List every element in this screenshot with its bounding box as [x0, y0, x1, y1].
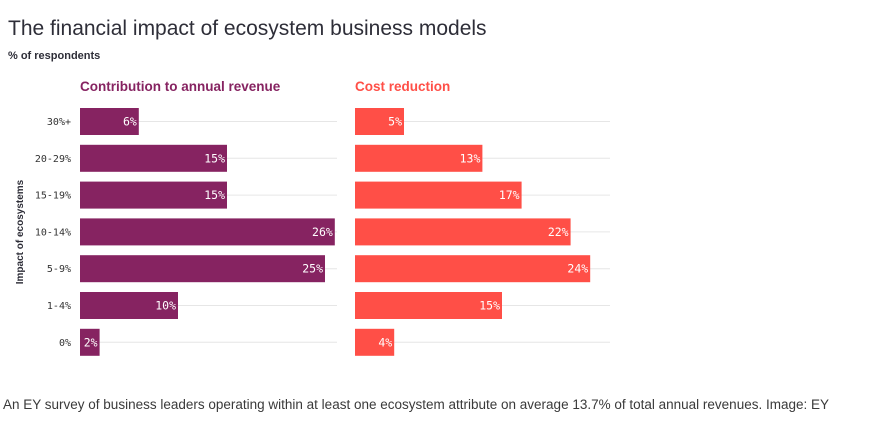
bar-cost-reduction-15-19pct [355, 181, 522, 209]
panel-title-cost-reduction: Cost reduction [355, 79, 450, 94]
y-axis-title: Impact of ecosystems [15, 179, 26, 284]
bar-contribution-to-annual-revenue-5-9pct [80, 255, 325, 283]
data-label-contribution-to-annual-revenue-15-19pct: 15% [204, 188, 225, 202]
bar-contribution-to-annual-revenue-15-19pct [80, 181, 227, 209]
panel-title-contribution-to-annual-revenue: Contribution to annual revenue [80, 79, 281, 94]
data-label-cost-reduction-0pct: 4% [378, 335, 392, 349]
data-label-cost-reduction-1-4pct: 15% [479, 299, 500, 313]
image-caption: An EY survey of business leaders operati… [3, 397, 829, 412]
bar-cost-reduction-20-29pct [355, 144, 483, 172]
bar-contribution-to-annual-revenue-1-4pct [80, 292, 178, 319]
chart-subtitle: % of respondents [8, 50, 101, 62]
category-label-30pctplus: 30%+ [47, 117, 71, 128]
bar-contribution-to-annual-revenue-30pctplus [80, 108, 139, 135]
category-label-10-14pct: 10-14% [35, 227, 71, 238]
bar-contribution-to-annual-revenue-20-29pct [80, 144, 227, 172]
data-label-contribution-to-annual-revenue-30pctplus: 6% [123, 115, 137, 129]
bar-cost-reduction-0pct [355, 328, 395, 356]
bar-chart: 30%+ 20-29% 15-19% 10-14% 5-9% 1-4% 0% Impact … [15, 79, 610, 356]
bar-cost-reduction-30pctplus [355, 108, 404, 135]
category-labels: 30%+ 20-29% 15-19% 10-14% 5-9% 1-4% 0% [35, 117, 71, 349]
data-label-contribution-to-annual-revenue-20-29pct: 15% [204, 151, 225, 165]
category-label-20-29pct: 20-29% [35, 154, 71, 165]
data-label-cost-reduction-10-14pct: 22% [548, 225, 569, 239]
data-label-contribution-to-annual-revenue-5-9pct: 25% [302, 262, 323, 276]
chart-title: The financial impact of ecosystem busine… [8, 17, 487, 40]
bar-cost-reduction-5-9pct [355, 255, 591, 283]
panel-cost-reduction: Cost reduction 5% 13% 17% 22% 24% 15% 4% [355, 79, 591, 356]
category-label-15-19pct: 15-19% [35, 191, 71, 202]
category-label-1-4pct: 1-4% [47, 301, 71, 312]
category-label-0pct: 0% [59, 338, 71, 349]
category-label-5-9pct: 5-9% [47, 264, 71, 275]
data-label-contribution-to-annual-revenue-0pct: 2% [84, 335, 98, 349]
data-label-cost-reduction-30pctplus: 5% [388, 115, 402, 129]
bar-cost-reduction-1-4pct [355, 292, 502, 319]
bar-contribution-to-annual-revenue-0pct [80, 328, 100, 356]
data-label-cost-reduction-5-9pct: 24% [567, 262, 588, 276]
bar-cost-reduction-10-14pct [355, 218, 571, 246]
data-label-contribution-to-annual-revenue-10-14pct: 26% [312, 225, 333, 239]
data-label-contribution-to-annual-revenue-1-4pct: 10% [155, 299, 176, 313]
bar-contribution-to-annual-revenue-10-14pct [80, 218, 335, 246]
panel-contribution-to-annual-revenue: Contribution to annual revenue 6% 15% 15% 2… [80, 79, 335, 356]
data-label-cost-reduction-20-29pct: 13% [460, 151, 481, 165]
data-label-cost-reduction-15-19pct: 17% [499, 188, 520, 202]
